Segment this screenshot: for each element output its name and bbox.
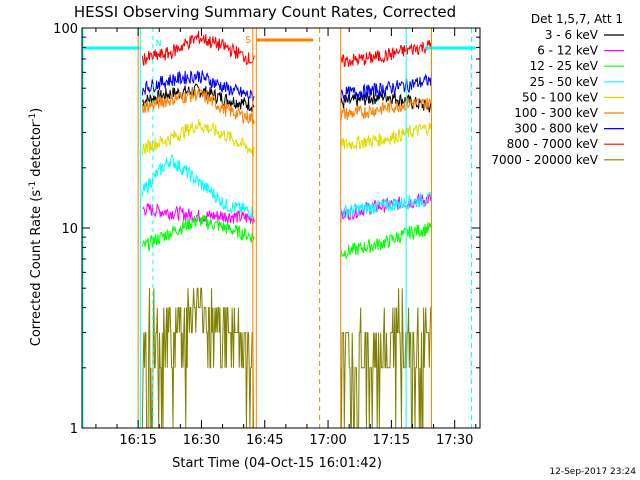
series-line-5-seg-0	[141, 87, 255, 125]
series-3-group	[141, 154, 432, 219]
legend-label-8: 7000 - 20000 keV	[491, 153, 598, 167]
legend-label-3: 25 - 50 keV	[530, 75, 599, 89]
series-line-8-seg-0	[141, 287, 255, 429]
y-axis-label: Corrected Count Rate (s-1 detector-1)	[28, 108, 44, 346]
series-line-7-seg-0	[141, 30, 255, 66]
series-line-6-seg-0	[141, 69, 255, 103]
y-tick-label: 1	[70, 422, 78, 437]
series-line-0-seg-0	[141, 83, 255, 112]
x-tick-label: 17:30	[436, 433, 473, 448]
series-2-group	[141, 214, 432, 260]
legend-label-0: 3 - 6 keV	[545, 28, 599, 42]
saa-flag-label: S	[245, 35, 251, 46]
timestamp: 12-Sep-2017 23:24	[549, 467, 636, 477]
series-line-3-seg-1	[340, 191, 432, 219]
legend-label-6: 300 - 800 keV	[514, 122, 598, 136]
x-tick-label: 16:15	[119, 433, 156, 448]
legend-title: Det 1,5,7, Att 1	[531, 12, 623, 26]
chart-title: HESSI Observing Summary Count Rates, Cor…	[74, 3, 456, 21]
x-tick-label: 16:30	[183, 433, 220, 448]
x-tick-label: 16:45	[246, 433, 283, 448]
legend-label-1: 6 - 12 keV	[537, 44, 599, 58]
legend-label-7: 800 - 7000 keV	[507, 137, 599, 151]
series-7-group	[141, 30, 432, 68]
series-4-group	[141, 118, 432, 157]
series-line-2-seg-0	[141, 214, 255, 252]
legend-label-4: 50 - 100 keV	[522, 90, 599, 104]
series-6-group	[141, 69, 432, 103]
x-tick-label: 17:15	[373, 433, 410, 448]
series-line-1-seg-0	[142, 203, 255, 224]
series-line-5-seg-1	[340, 97, 432, 121]
series-line-8-seg-1	[340, 288, 432, 429]
series-line-7-seg-1	[340, 40, 432, 68]
plot-area: S N 1 10 100 16:15 16:30 16:45 17:00 17:15 17:30	[53, 22, 481, 448]
y-tick-label: 100	[53, 22, 78, 37]
series-8-group	[141, 287, 432, 429]
series-line-3-seg-0	[141, 154, 255, 219]
series-5-group	[141, 87, 432, 125]
y-tick-label: 10	[61, 222, 78, 237]
series-line-4-seg-0	[141, 118, 255, 157]
series-line-6-seg-1	[340, 73, 432, 101]
legend-label-5: 100 - 300 keV	[514, 106, 598, 120]
x-axis-label: Start Time (04-Oct-15 16:01:42)	[172, 456, 382, 471]
night-flag-label: N	[156, 39, 161, 49]
x-tick-label: 17:00	[309, 433, 346, 448]
legend-label-2: 12 - 25 keV	[530, 59, 599, 73]
series-line-4-seg-1	[340, 122, 432, 151]
series-line-2-seg-1	[340, 222, 432, 260]
